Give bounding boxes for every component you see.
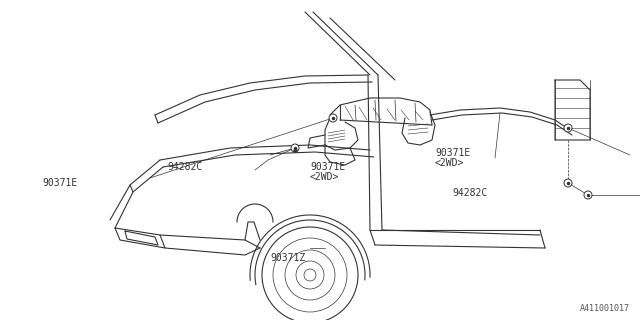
Text: 90371E: 90371E — [435, 148, 470, 158]
Text: A411001017: A411001017 — [580, 304, 630, 313]
Text: 90371E: 90371E — [310, 162, 345, 172]
Text: <2WD>: <2WD> — [435, 158, 465, 168]
Circle shape — [584, 191, 592, 199]
Circle shape — [291, 144, 299, 152]
Text: 90371Z: 90371Z — [270, 253, 305, 263]
Circle shape — [329, 114, 337, 122]
Circle shape — [564, 124, 572, 132]
Text: 94282C: 94282C — [167, 162, 202, 172]
Text: <2WD>: <2WD> — [310, 172, 339, 182]
Circle shape — [564, 179, 572, 187]
Text: 90371E: 90371E — [42, 178, 77, 188]
Text: 94282C: 94282C — [452, 188, 487, 198]
